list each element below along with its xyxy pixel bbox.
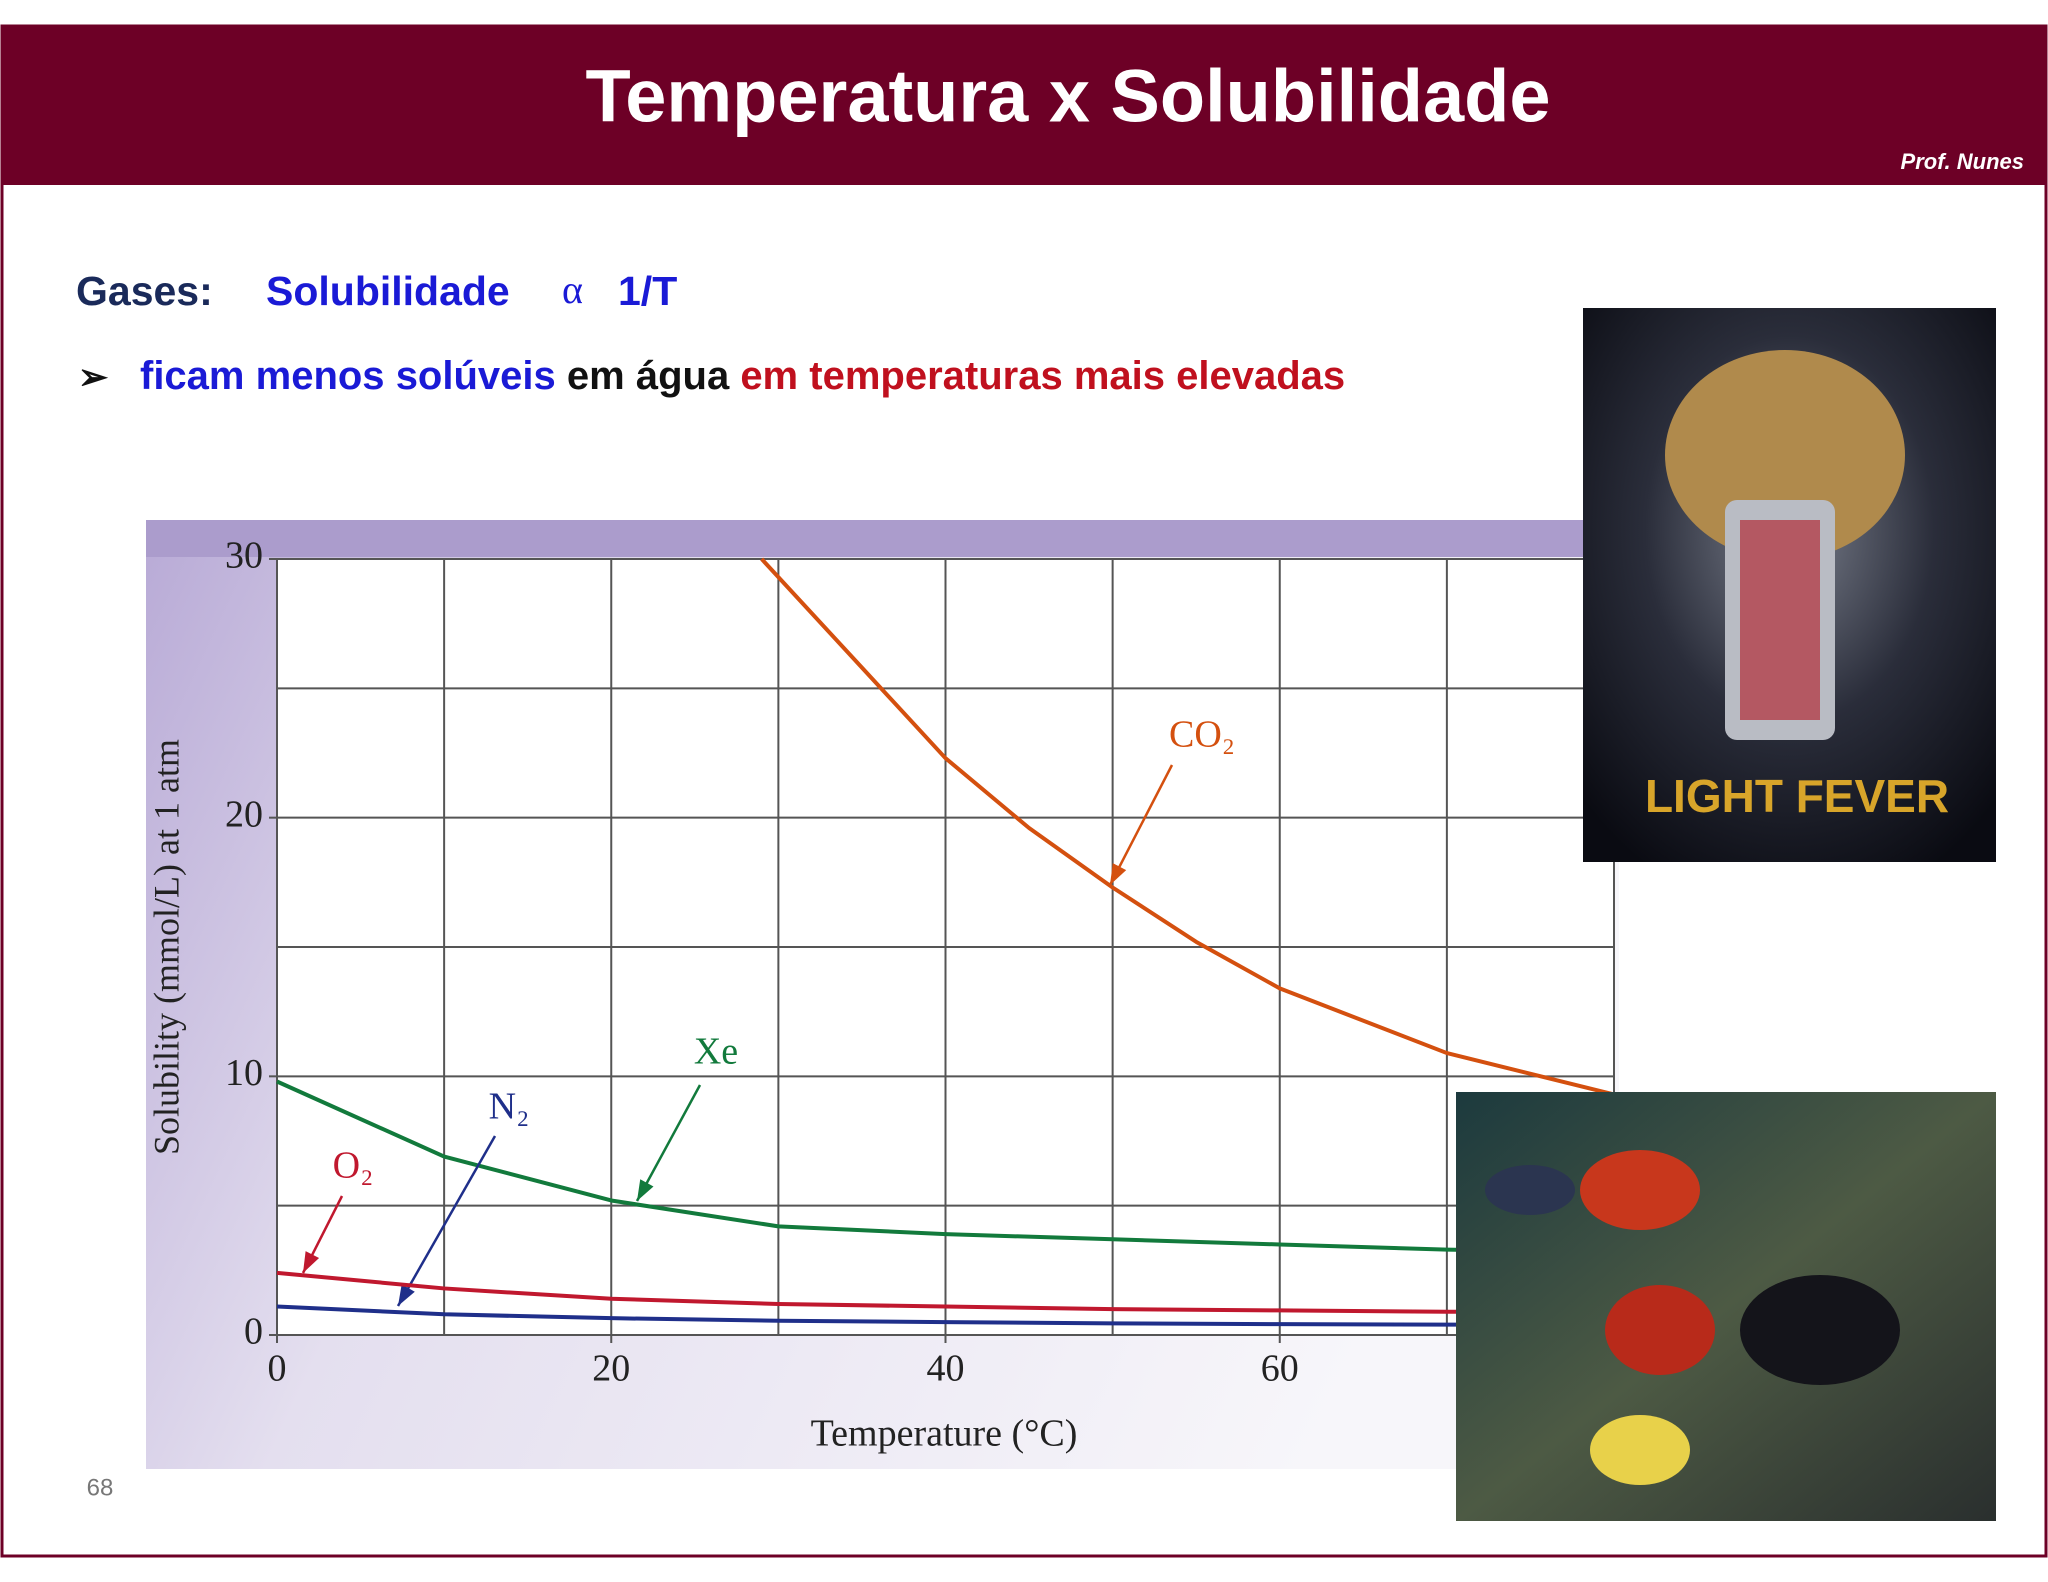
bullet-marker: ➢: [78, 356, 109, 397]
fish: [1485, 1165, 1575, 1215]
y-tick-label: 0: [244, 1311, 263, 1353]
bullet-paragraph: ➢ ficam menos solúveis em água em tempera…: [78, 336, 1482, 417]
coral: [1580, 1150, 1700, 1230]
x-tick-label: 40: [927, 1348, 965, 1390]
label-arrow: [1108, 764, 1174, 886]
x-tick-label: 60: [1261, 1348, 1299, 1390]
author: Prof. Nunes: [1901, 149, 2024, 174]
plot: 0204060800102030Temperature (°C)Solubili…: [146, 535, 1633, 1455]
y-tick-label: 20: [225, 793, 263, 835]
fish-photo: [1456, 1092, 1996, 1521]
x-axis-label: Temperature (°C): [811, 1413, 1078, 1455]
coke-logo: [1740, 520, 1820, 720]
y-tick-label: 30: [225, 535, 263, 577]
coral: [1605, 1285, 1715, 1375]
photos: LIGHT FEVER: [1456, 308, 1996, 1521]
series-line: [276, 1304, 1614, 1327]
arrow-head: [1110, 863, 1127, 885]
arrow-head: [398, 1284, 415, 1306]
title: Temperatura x Solubilidade: [586, 55, 1551, 138]
label-arrow: [635, 1084, 702, 1202]
x-tick-label: 20: [592, 1348, 630, 1390]
arrow-head: [637, 1179, 654, 1201]
bullet-word: ficam: [140, 354, 245, 398]
poster-text: LIGHT FEVER: [1645, 770, 1949, 822]
heading-part: 1/T: [618, 268, 677, 314]
x-tick-label: 0: [268, 1348, 287, 1390]
series-line: [760, 557, 1615, 1097]
series-label: N₂: [489, 1086, 530, 1128]
series-line: [276, 1079, 1615, 1255]
arrow-head: [303, 1251, 320, 1273]
series-label: O₂: [333, 1145, 374, 1187]
label-arrow: [396, 1135, 497, 1307]
header-bar: [2, 26, 2046, 185]
fish: [1590, 1415, 1690, 1485]
coke-foam: [1665, 350, 1905, 560]
y-tick-label: 10: [225, 1052, 263, 1094]
bullet-word: solúveis: [395, 354, 556, 398]
bullet-word: temperaturas: [809, 354, 1063, 398]
bullet-word: em: [566, 354, 625, 398]
chart-panel-band: [146, 520, 1619, 557]
bullet-word: mais: [1073, 354, 1165, 398]
heading-label: Gases:: [76, 268, 213, 314]
series-line: [276, 1270, 1614, 1314]
bullet-word: elevadas: [1176, 354, 1346, 398]
fish: [1740, 1275, 1900, 1385]
y-axis-label: Solubility (mmol/L) at 1 atm: [146, 739, 186, 1155]
series-label: CO₂: [1169, 714, 1235, 756]
page-number: 68: [87, 1474, 114, 1501]
heading-part: Solubilidade: [266, 268, 510, 314]
bullet-word: menos: [255, 354, 385, 398]
heading-part: α: [562, 267, 583, 312]
bullet-word: em: [740, 354, 799, 398]
bullet-word: água: [635, 354, 730, 398]
series-label: Xe: [694, 1031, 738, 1073]
